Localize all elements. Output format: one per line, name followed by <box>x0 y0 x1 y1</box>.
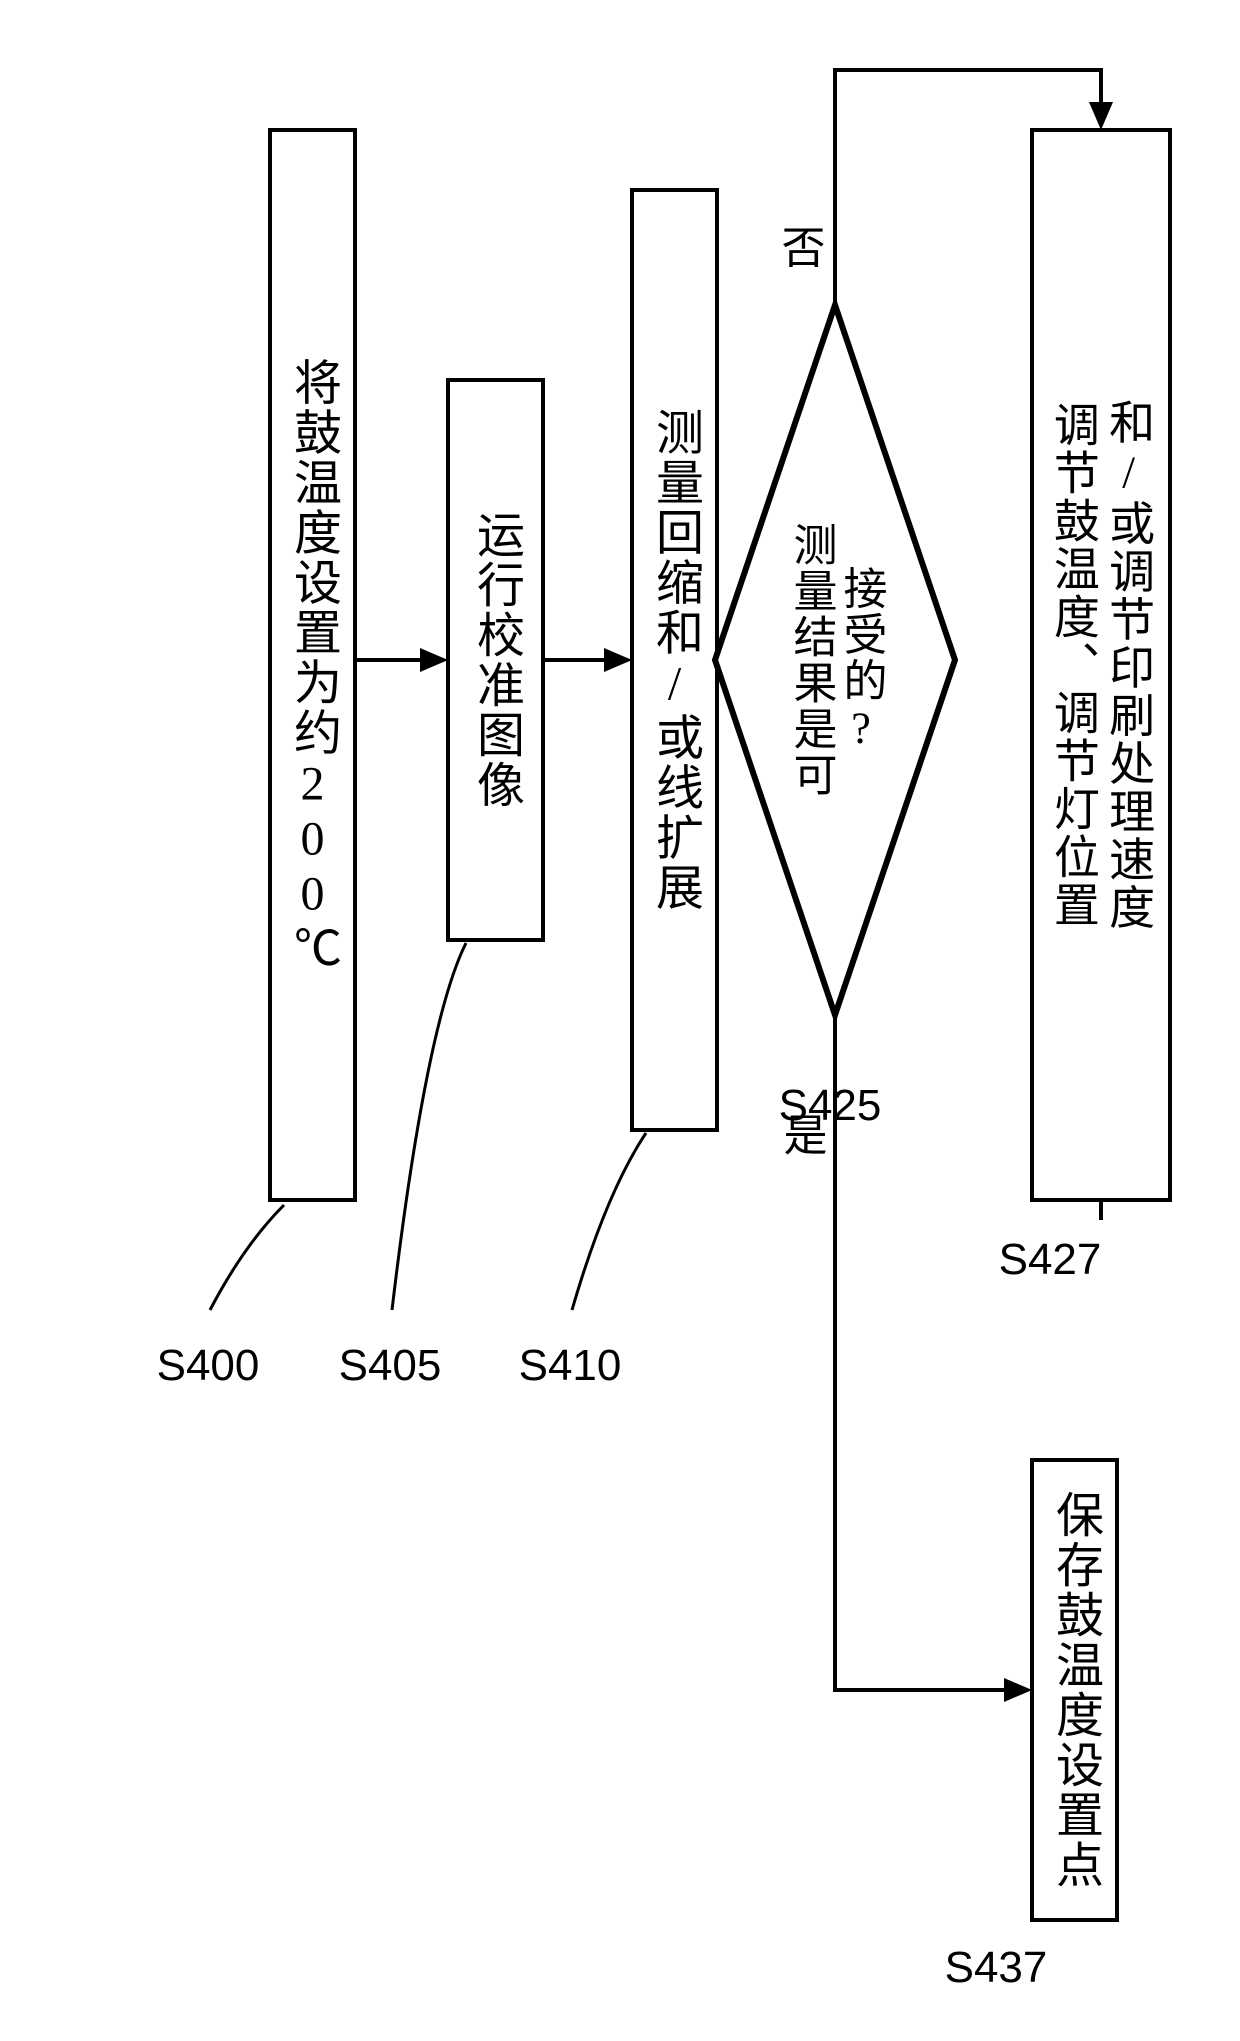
leader-s405 <box>392 943 466 1310</box>
node-s400-text: 将鼓温度设置为约200℃ <box>286 358 341 973</box>
node-s427-text-1: 调节鼓温度、调节灯位置 <box>1048 401 1099 929</box>
arrowhead <box>420 648 448 672</box>
arrowhead <box>604 648 632 672</box>
leader-s400 <box>210 1205 284 1310</box>
label-s427: S427 <box>999 1235 1102 1284</box>
label-s410: S410 <box>519 1341 622 1390</box>
node-s437-text: 保存鼓温度设置点 <box>1048 1490 1103 1890</box>
node-s405-text: 运行校准图像 <box>469 510 524 810</box>
leader-s410 <box>572 1133 646 1310</box>
arrowhead <box>1089 102 1113 130</box>
label-s400: S400 <box>157 1341 260 1390</box>
branch-label-no: 否 <box>775 225 825 271</box>
branch-label-yes: 是 <box>777 1112 827 1158</box>
label-s405: S405 <box>339 1341 442 1390</box>
arrowhead <box>1004 1678 1032 1702</box>
node-s425-text-2: 接受的? <box>837 566 887 755</box>
node-s425-text-1: 测量结果是可 <box>787 522 837 798</box>
node-s427-text-2: 和/或调节印刷处理速度 <box>1103 399 1154 932</box>
label-s437: S437 <box>945 1943 1048 1992</box>
node-s410-text: 测量回缩和/或线扩展 <box>648 408 703 913</box>
